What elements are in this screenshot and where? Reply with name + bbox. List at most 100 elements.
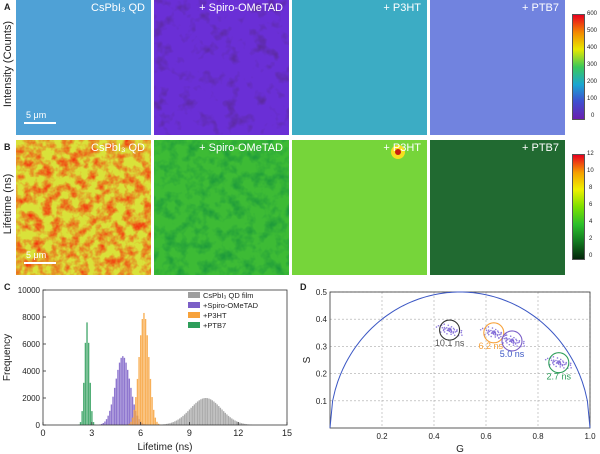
sample-label: + P3HT — [383, 142, 421, 154]
phasor-point — [437, 324, 440, 327]
x-tick-label: 6 — [138, 428, 143, 438]
universal-semicircle — [329, 291, 591, 429]
histogram-bar — [208, 398, 210, 425]
x-tick-label: 12 — [233, 428, 243, 438]
phasor-point — [563, 367, 565, 369]
phasor-point — [497, 331, 500, 334]
phasor-point — [500, 335, 502, 338]
histogram-bar — [128, 378, 131, 425]
phasor-point — [559, 358, 562, 361]
x-tick-label: 1.0 — [584, 432, 596, 441]
sample-label: + Spiro-OMeTAD — [199, 2, 283, 14]
x-tick-label: 0 — [40, 428, 45, 438]
x-tick-label: 0.8 — [532, 432, 544, 441]
phasor-point — [565, 363, 567, 365]
phasor-point — [558, 361, 560, 363]
phasor-point — [505, 339, 508, 341]
phasor-point — [503, 337, 506, 340]
panel-letter-d: D — [300, 282, 307, 292]
histogram-bar — [164, 424, 166, 425]
map-texture — [430, 140, 565, 275]
histogram-bar — [214, 402, 217, 425]
histogram-bar — [221, 409, 223, 425]
histogram-bar — [200, 399, 202, 425]
intensity-colorbar — [572, 14, 585, 120]
histogram-bar — [245, 424, 248, 425]
cluster-circle — [548, 352, 570, 374]
phasor-point — [570, 366, 572, 369]
colorbar-tick: 0 — [591, 113, 595, 119]
histogram-bar — [169, 423, 171, 425]
phasor-point — [522, 342, 525, 345]
legend-swatch — [188, 312, 200, 318]
phasor-point — [495, 333, 497, 336]
phasor-point — [487, 333, 490, 336]
histogram-bar — [244, 423, 246, 425]
intensity-map-p3ht: + P3HT — [292, 0, 427, 135]
y-tick-label: 0.5 — [316, 288, 328, 297]
histogram-bar — [203, 398, 205, 425]
histogram-bar — [229, 417, 231, 425]
scalebar — [24, 122, 56, 124]
sample-label: + PTB7 — [522, 2, 559, 14]
phasor-point — [450, 326, 453, 328]
y-tick-label: 6000 — [22, 340, 40, 349]
phasor-point — [569, 364, 572, 367]
legend-swatch — [188, 322, 200, 328]
colorbar-tick: 600 — [587, 11, 598, 17]
histogram-bar — [130, 387, 132, 425]
phasor-point — [453, 334, 456, 337]
histogram-bar — [177, 419, 179, 425]
colorbar-tick: 100 — [587, 96, 598, 102]
histogram-bar — [131, 396, 134, 425]
y-tick-label: 2000 — [22, 394, 40, 403]
phasor-point — [515, 339, 518, 342]
phasor-point — [506, 337, 508, 340]
histogram-bar — [102, 423, 104, 425]
phasor-point — [550, 359, 553, 362]
sample-label: + P3HT — [383, 2, 421, 14]
phasor-point — [508, 343, 511, 346]
histogram-bar — [125, 362, 127, 425]
phasor-point — [448, 328, 451, 331]
histogram-bar — [190, 407, 192, 425]
colorbar-tick: 300 — [587, 62, 598, 68]
phasor-point — [546, 357, 549, 360]
phasor-point — [479, 328, 482, 331]
phasor-point — [452, 327, 455, 330]
histogram-bar — [218, 406, 220, 425]
phasor-point — [443, 326, 446, 329]
intensity-colorbar-ticks: 600 500 400 300 200 100 0 — [587, 11, 600, 126]
phasor-point — [487, 329, 490, 332]
scalebar — [24, 262, 56, 264]
x-tick-label: 3 — [89, 428, 94, 438]
histogram-bar — [146, 335, 148, 425]
histogram-bar — [206, 398, 209, 425]
histogram-bar — [235, 421, 238, 425]
phasor-point — [487, 326, 490, 328]
histogram-bar — [89, 382, 91, 425]
phasor-point — [560, 363, 562, 366]
cluster-circle — [439, 319, 461, 341]
y-tick-label: 0.1 — [316, 397, 328, 406]
x-axis-label: G — [456, 444, 464, 454]
map-texture — [292, 140, 427, 275]
map-texture — [16, 140, 151, 275]
histogram-bar — [182, 415, 184, 425]
histogram-bar — [87, 342, 90, 425]
phasor-point — [515, 338, 517, 341]
histogram-bar — [224, 412, 226, 425]
histogram-bar — [81, 411, 83, 425]
phasor-point — [448, 329, 450, 332]
phasor-point — [508, 337, 510, 340]
histogram-bar — [122, 356, 124, 425]
histogram-bar — [196, 401, 199, 425]
phasor-plot-chart: 0.1 0.2 0.3 0.4 0.5 0.2 0.4 0.6 0.8 1.0 10.1 ns 6.2… — [302, 288, 596, 454]
phasor-point — [569, 362, 572, 365]
phasor-point — [493, 331, 495, 333]
phasor-point — [485, 329, 488, 332]
phasor-point — [488, 330, 491, 333]
histogram-bar — [79, 422, 82, 425]
colorbar-tick: 6 — [589, 202, 593, 208]
histogram-bar — [179, 418, 181, 425]
